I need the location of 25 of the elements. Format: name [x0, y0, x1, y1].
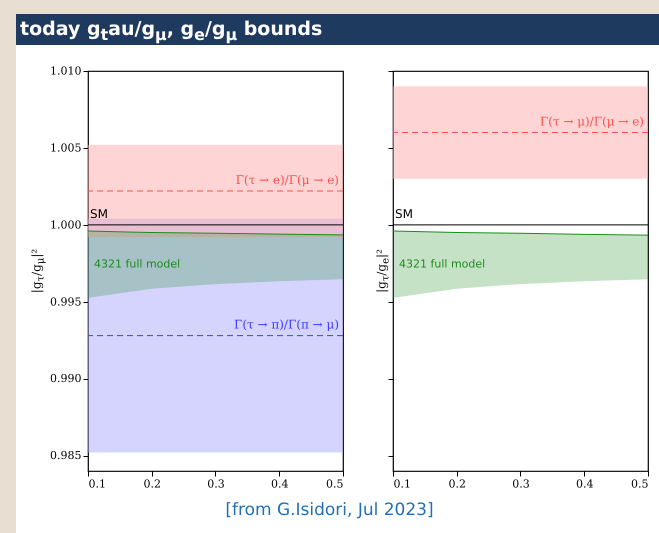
x-tick-label: 0.3 — [207, 478, 225, 490]
y-tick-label: 1.000 — [50, 218, 82, 232]
ref-line-label: Γ(τ → μ)/Γ(μ → e) — [540, 114, 644, 129]
y-tick-label: 0.990 — [50, 372, 82, 386]
x-tick-label: 0.1 — [88, 478, 106, 490]
ref-line-label: Γ(τ → π)/Γ(π → μ) — [234, 318, 339, 332]
x-tick-label: 0.4 — [576, 478, 594, 490]
x-tick-label: 0.5 — [631, 478, 648, 490]
y-tick-label: 0.995 — [50, 295, 82, 308]
text: [from G.Isidori, Jul 2023] — [224, 500, 435, 520]
x-tick-label: 0.3 — [512, 478, 530, 490]
text: 4321 full model — [94, 257, 180, 270]
x-tick-label: 0.5 — [326, 478, 344, 490]
chart-title: today g$_{t}$au/g$_{μ}$, g$_{e}$/g$_{μ}$ bounds — [20, 18, 322, 44]
y-tick-label: 1.005 — [50, 141, 82, 154]
ref-line-label: SM — [395, 206, 413, 221]
x-tick-label: 0.2 — [144, 478, 161, 490]
text: 4321 full model — [399, 257, 486, 270]
x-tick-label: 0.1 — [394, 478, 411, 490]
y-tick-label: 0.985 — [50, 449, 82, 462]
x-tick-label: 0.2 — [448, 478, 466, 490]
y-tick-label: 1.010 — [50, 64, 82, 78]
ref-line-label: SM — [90, 206, 108, 221]
ref-line-label: Γ(τ → e)/Γ(μ → e) — [236, 173, 339, 187]
x-tick-label: 0.4 — [271, 478, 288, 490]
